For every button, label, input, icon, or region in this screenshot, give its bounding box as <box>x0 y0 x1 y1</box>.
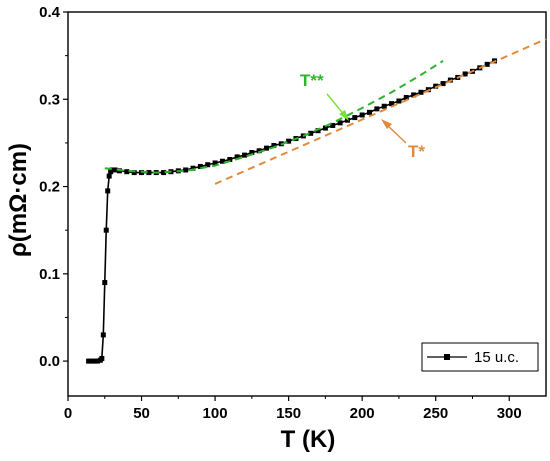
data-point <box>315 128 321 134</box>
data-point <box>344 117 350 123</box>
linear-fit <box>214 38 547 185</box>
data-point <box>322 125 328 131</box>
x-tick-label: 250 <box>423 405 448 422</box>
data-point <box>94 358 100 364</box>
x-tick-label: 150 <box>276 405 301 422</box>
t2-arrow-head <box>339 110 349 121</box>
data-point <box>352 115 358 121</box>
fit-lines <box>104 38 547 185</box>
data-point <box>337 120 343 126</box>
data-point <box>484 61 490 67</box>
legend-marker <box>444 354 450 360</box>
y-axis-title: ρ(mΩ·cm) <box>5 143 32 257</box>
series-line <box>88 60 495 362</box>
data-point <box>330 122 336 128</box>
data-point <box>286 138 292 144</box>
data-series <box>86 58 498 364</box>
data-point <box>367 109 373 115</box>
legend-label: 15 u.c. <box>474 349 519 366</box>
data-point <box>359 112 365 118</box>
y-tick-label: 0.4 <box>39 4 61 21</box>
data-point <box>190 165 196 171</box>
data-point <box>146 170 152 176</box>
data-point <box>381 103 387 109</box>
data-point <box>374 106 380 112</box>
data-point <box>212 160 218 166</box>
data-point <box>234 154 240 160</box>
data-point <box>389 101 395 107</box>
data-point <box>161 170 167 176</box>
data-point <box>411 92 417 98</box>
data-point <box>205 162 211 168</box>
data-point <box>433 83 439 89</box>
t1-arrow <box>385 123 407 144</box>
data-point <box>396 98 402 104</box>
x-tick-label: 100 <box>203 405 228 422</box>
data-point <box>112 167 118 173</box>
data-point <box>124 169 130 175</box>
data-point <box>418 89 424 95</box>
x-tick-label: 50 <box>133 405 150 422</box>
data-point <box>256 148 262 154</box>
x-axis-title: T (K) <box>281 426 336 453</box>
data-point <box>86 358 92 364</box>
data-point <box>106 173 112 179</box>
y-tick-label: 0.3 <box>39 91 60 108</box>
data-point <box>197 163 203 169</box>
y-tick-label: 0.1 <box>39 266 60 283</box>
data-point <box>109 167 115 173</box>
annotation-t2: T** <box>300 71 324 90</box>
y-tick-label: 0.2 <box>39 179 60 196</box>
annotations: T** T* <box>300 71 425 161</box>
data-point <box>227 156 233 162</box>
data-point <box>271 143 277 149</box>
x-tick-label: 0 <box>64 405 72 422</box>
data-point <box>249 150 255 156</box>
data-point <box>219 158 225 164</box>
data-point <box>183 167 189 173</box>
data-point <box>105 188 111 194</box>
data-point <box>100 332 106 338</box>
annotation-t1: T* <box>408 142 425 161</box>
data-point <box>99 355 105 361</box>
data-point <box>403 95 409 101</box>
data-point <box>131 170 137 176</box>
data-point <box>308 130 314 136</box>
y-tick-label: 0.0 <box>39 353 60 370</box>
data-point <box>102 280 108 286</box>
data-point <box>462 71 468 77</box>
x-tick-label: 300 <box>497 405 522 422</box>
legend: 15 u.c. <box>421 342 539 372</box>
plot-frame <box>67 11 547 397</box>
ticks: 0 50 100 150 200 250 300 0.0 0.1 0.2 0.3 0.4 <box>39 4 522 422</box>
data-point <box>91 358 97 364</box>
axes <box>67 11 547 397</box>
data-point <box>241 152 247 158</box>
data-point <box>89 358 95 364</box>
data-point <box>103 227 109 233</box>
t1-arrow-head <box>381 119 392 129</box>
quadratic-fit <box>104 60 444 174</box>
data-point <box>264 145 270 151</box>
x-tick-label: 200 <box>350 405 375 422</box>
data-point <box>440 81 446 87</box>
